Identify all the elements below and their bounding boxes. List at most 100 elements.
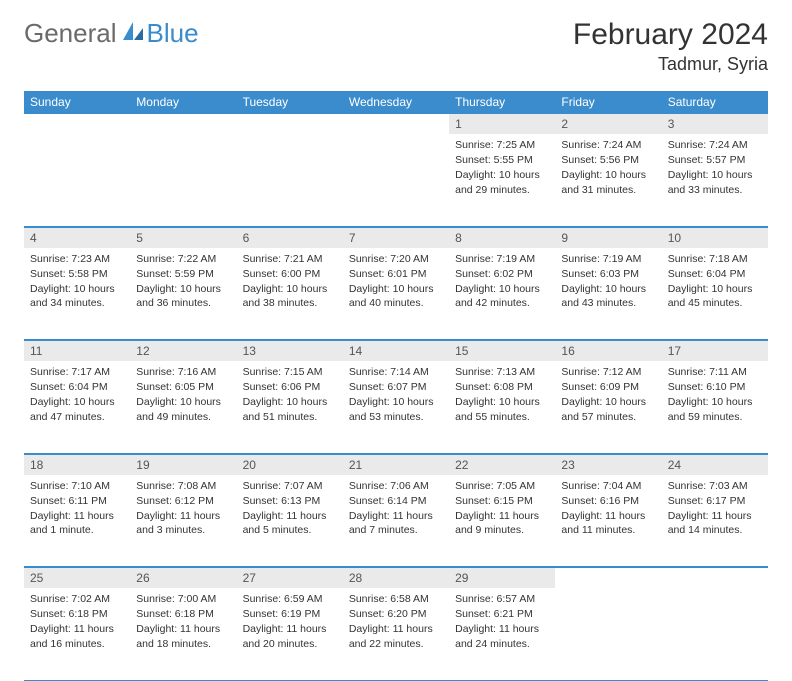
day-cell: Sunrise: 7:07 AMSunset: 6:13 PMDaylight:…	[237, 475, 343, 567]
day-cell: Sunrise: 7:21 AMSunset: 6:00 PMDaylight:…	[237, 248, 343, 340]
day-number: 23	[555, 454, 661, 475]
day-number: 27	[237, 567, 343, 588]
day-number: 24	[662, 454, 768, 475]
calendar-table: SundayMondayTuesdayWednesdayThursdayFrid…	[24, 91, 768, 681]
day-number: 29	[449, 567, 555, 588]
daynum-cell	[555, 567, 661, 589]
sunrise-line: Sunrise: 7:19 AM	[561, 252, 655, 266]
day-details: Sunrise: 7:25 AMSunset: 5:55 PMDaylight:…	[449, 134, 555, 204]
sunrise-line: Sunrise: 7:21 AM	[243, 252, 337, 266]
daynum-cell: 5	[130, 226, 236, 248]
day-cell: Sunrise: 7:04 AMSunset: 6:16 PMDaylight:…	[555, 475, 661, 567]
day-number: 7	[343, 227, 449, 248]
week-daynum-row: 123	[24, 113, 768, 134]
header-row: SundayMondayTuesdayWednesdayThursdayFrid…	[24, 91, 768, 113]
sunrise-line: Sunrise: 7:13 AM	[455, 365, 549, 379]
week-details-row: Sunrise: 7:25 AMSunset: 5:55 PM Daylight:…	[24, 134, 768, 226]
sunset-line: Sunset: 6:18 PM	[30, 607, 124, 621]
sunset-line: Sunset: 6:09 PM	[561, 380, 655, 394]
daylight-line: Daylight: 11 hours and 18 minutes.	[136, 622, 230, 650]
sunrise-line: Sunrise: 7:10 AM	[30, 479, 124, 493]
sunset-line: Sunset: 6:18 PM	[136, 607, 230, 621]
daylight-line: Daylight: 10 hours and 31 minutes.	[561, 168, 655, 196]
sunset-line: Sunset: 6:10 PM	[668, 380, 762, 394]
day-number: 20	[237, 454, 343, 475]
daynum-cell: 2	[555, 113, 661, 134]
sunset-line: Sunset: 6:20 PM	[349, 607, 443, 621]
day-cell	[237, 134, 343, 226]
daylight-line: Daylight: 10 hours and 42 minutes.	[455, 282, 549, 310]
daylight-line: Daylight: 10 hours and 47 minutes.	[30, 395, 124, 423]
week-details-row: Sunrise: 7:17 AMSunset: 6:04 PMDaylight:…	[24, 361, 768, 453]
day-number: 11	[24, 340, 130, 361]
sunset-line: Sunset: 5:58 PM	[30, 267, 124, 281]
day-number-empty	[343, 113, 449, 134]
day-details: Sunrise: 7:03 AMSunset: 6:17 PMDaylight:…	[662, 475, 768, 545]
daynum-cell: 22	[449, 453, 555, 475]
sunset-line: Sunset: 5:55 PM	[455, 153, 549, 167]
day-number: 6	[237, 227, 343, 248]
day-details: Sunrise: 6:58 AMSunset: 6:20 PMDaylight:…	[343, 588, 449, 658]
daylight-line: Daylight: 11 hours and 7 minutes.	[349, 509, 443, 537]
day-details: Sunrise: 7:11 AMSunset: 6:10 PMDaylight:…	[662, 361, 768, 431]
day-number: 17	[662, 340, 768, 361]
day-details: Sunrise: 7:13 AMSunset: 6:08 PMDaylight:…	[449, 361, 555, 431]
day-cell: Sunrise: 7:10 AMSunset: 6:11 PMDaylight:…	[24, 475, 130, 567]
day-cell: Sunrise: 7:25 AMSunset: 5:55 PMDaylight:…	[449, 134, 555, 226]
day-details: Sunrise: 7:06 AMSunset: 6:14 PMDaylight:…	[343, 475, 449, 545]
day-header: Tuesday	[237, 91, 343, 113]
daynum-cell: 28	[343, 567, 449, 589]
sunrise-line: Sunrise: 7:25 AM	[455, 138, 549, 152]
sunrise-line: Sunrise: 7:12 AM	[561, 365, 655, 379]
daynum-cell: 3	[662, 113, 768, 134]
sunrise-line: Sunrise: 7:06 AM	[349, 479, 443, 493]
day-cell: Sunrise: 7:15 AMSunset: 6:06 PMDaylight:…	[237, 361, 343, 453]
daynum-cell	[24, 113, 130, 134]
day-cell: Sunrise: 7:08 AMSunset: 6:12 PMDaylight:…	[130, 475, 236, 567]
day-number: 1	[449, 113, 555, 134]
logo-text-blue: Blue	[147, 18, 199, 49]
sunrise-line: Sunrise: 7:15 AM	[243, 365, 337, 379]
day-details: Sunrise: 6:57 AMSunset: 6:21 PMDaylight:…	[449, 588, 555, 658]
sunrise-line: Sunrise: 7:02 AM	[30, 592, 124, 606]
day-details: Sunrise: 7:20 AMSunset: 6:01 PMDaylight:…	[343, 248, 449, 318]
day-details: Sunrise: 7:05 AMSunset: 6:15 PMDaylight:…	[449, 475, 555, 545]
sunset-line: Sunset: 6:14 PM	[349, 494, 443, 508]
sunset-line: Sunset: 5:56 PM	[561, 153, 655, 167]
day-cell	[555, 588, 661, 680]
sunset-line: Sunset: 6:12 PM	[136, 494, 230, 508]
sunset-line: Sunset: 6:04 PM	[30, 380, 124, 394]
day-number-empty	[130, 113, 236, 134]
day-details: Sunrise: 7:02 AMSunset: 6:18 PMDaylight:…	[24, 588, 130, 658]
title-block: February 2024 Tadmur, Syria	[573, 18, 768, 75]
daynum-cell	[130, 113, 236, 134]
day-cell: Sunrise: 7:16 AMSunset: 6:05 PMDaylight:…	[130, 361, 236, 453]
day-header: Friday	[555, 91, 661, 113]
day-number: 4	[24, 227, 130, 248]
day-cell	[130, 134, 236, 226]
daynum-cell: 21	[343, 453, 449, 475]
day-cell	[343, 134, 449, 226]
week-details-row: Sunrise: 7:10 AMSunset: 6:11 PMDaylight:…	[24, 475, 768, 567]
day-number: 12	[130, 340, 236, 361]
day-number: 13	[237, 340, 343, 361]
daylight-line: Daylight: 10 hours and 51 minutes.	[243, 395, 337, 423]
daylight-line: Daylight: 11 hours and 1 minute.	[30, 509, 124, 537]
page-header: General Blue February 2024 Tadmur, Syria	[24, 18, 768, 75]
day-cell: Sunrise: 7:23 AMSunset: 5:58 PMDaylight:…	[24, 248, 130, 340]
day-number: 3	[662, 113, 768, 134]
day-cell: Sunrise: 6:57 AMSunset: 6:21 PMDaylight:…	[449, 588, 555, 680]
daynum-cell: 9	[555, 226, 661, 248]
sunrise-line: Sunrise: 7:07 AM	[243, 479, 337, 493]
daylight-line: Daylight: 11 hours and 14 minutes.	[668, 509, 762, 537]
sunrise-line: Sunrise: 6:59 AM	[243, 592, 337, 606]
sunset-line: Sunset: 6:01 PM	[349, 267, 443, 281]
logo-text-general: General	[24, 18, 117, 49]
day-cell: Sunrise: 7:12 AMSunset: 6:09 PMDaylight:…	[555, 361, 661, 453]
day-number-empty	[237, 113, 343, 134]
daynum-cell	[662, 567, 768, 589]
day-details: Sunrise: 7:08 AMSunset: 6:12 PMDaylight:…	[130, 475, 236, 545]
day-cell: Sunrise: 7:06 AMSunset: 6:14 PMDaylight:…	[343, 475, 449, 567]
day-details: Sunrise: 7:14 AMSunset: 6:07 PMDaylight:…	[343, 361, 449, 431]
daynum-cell: 4	[24, 226, 130, 248]
